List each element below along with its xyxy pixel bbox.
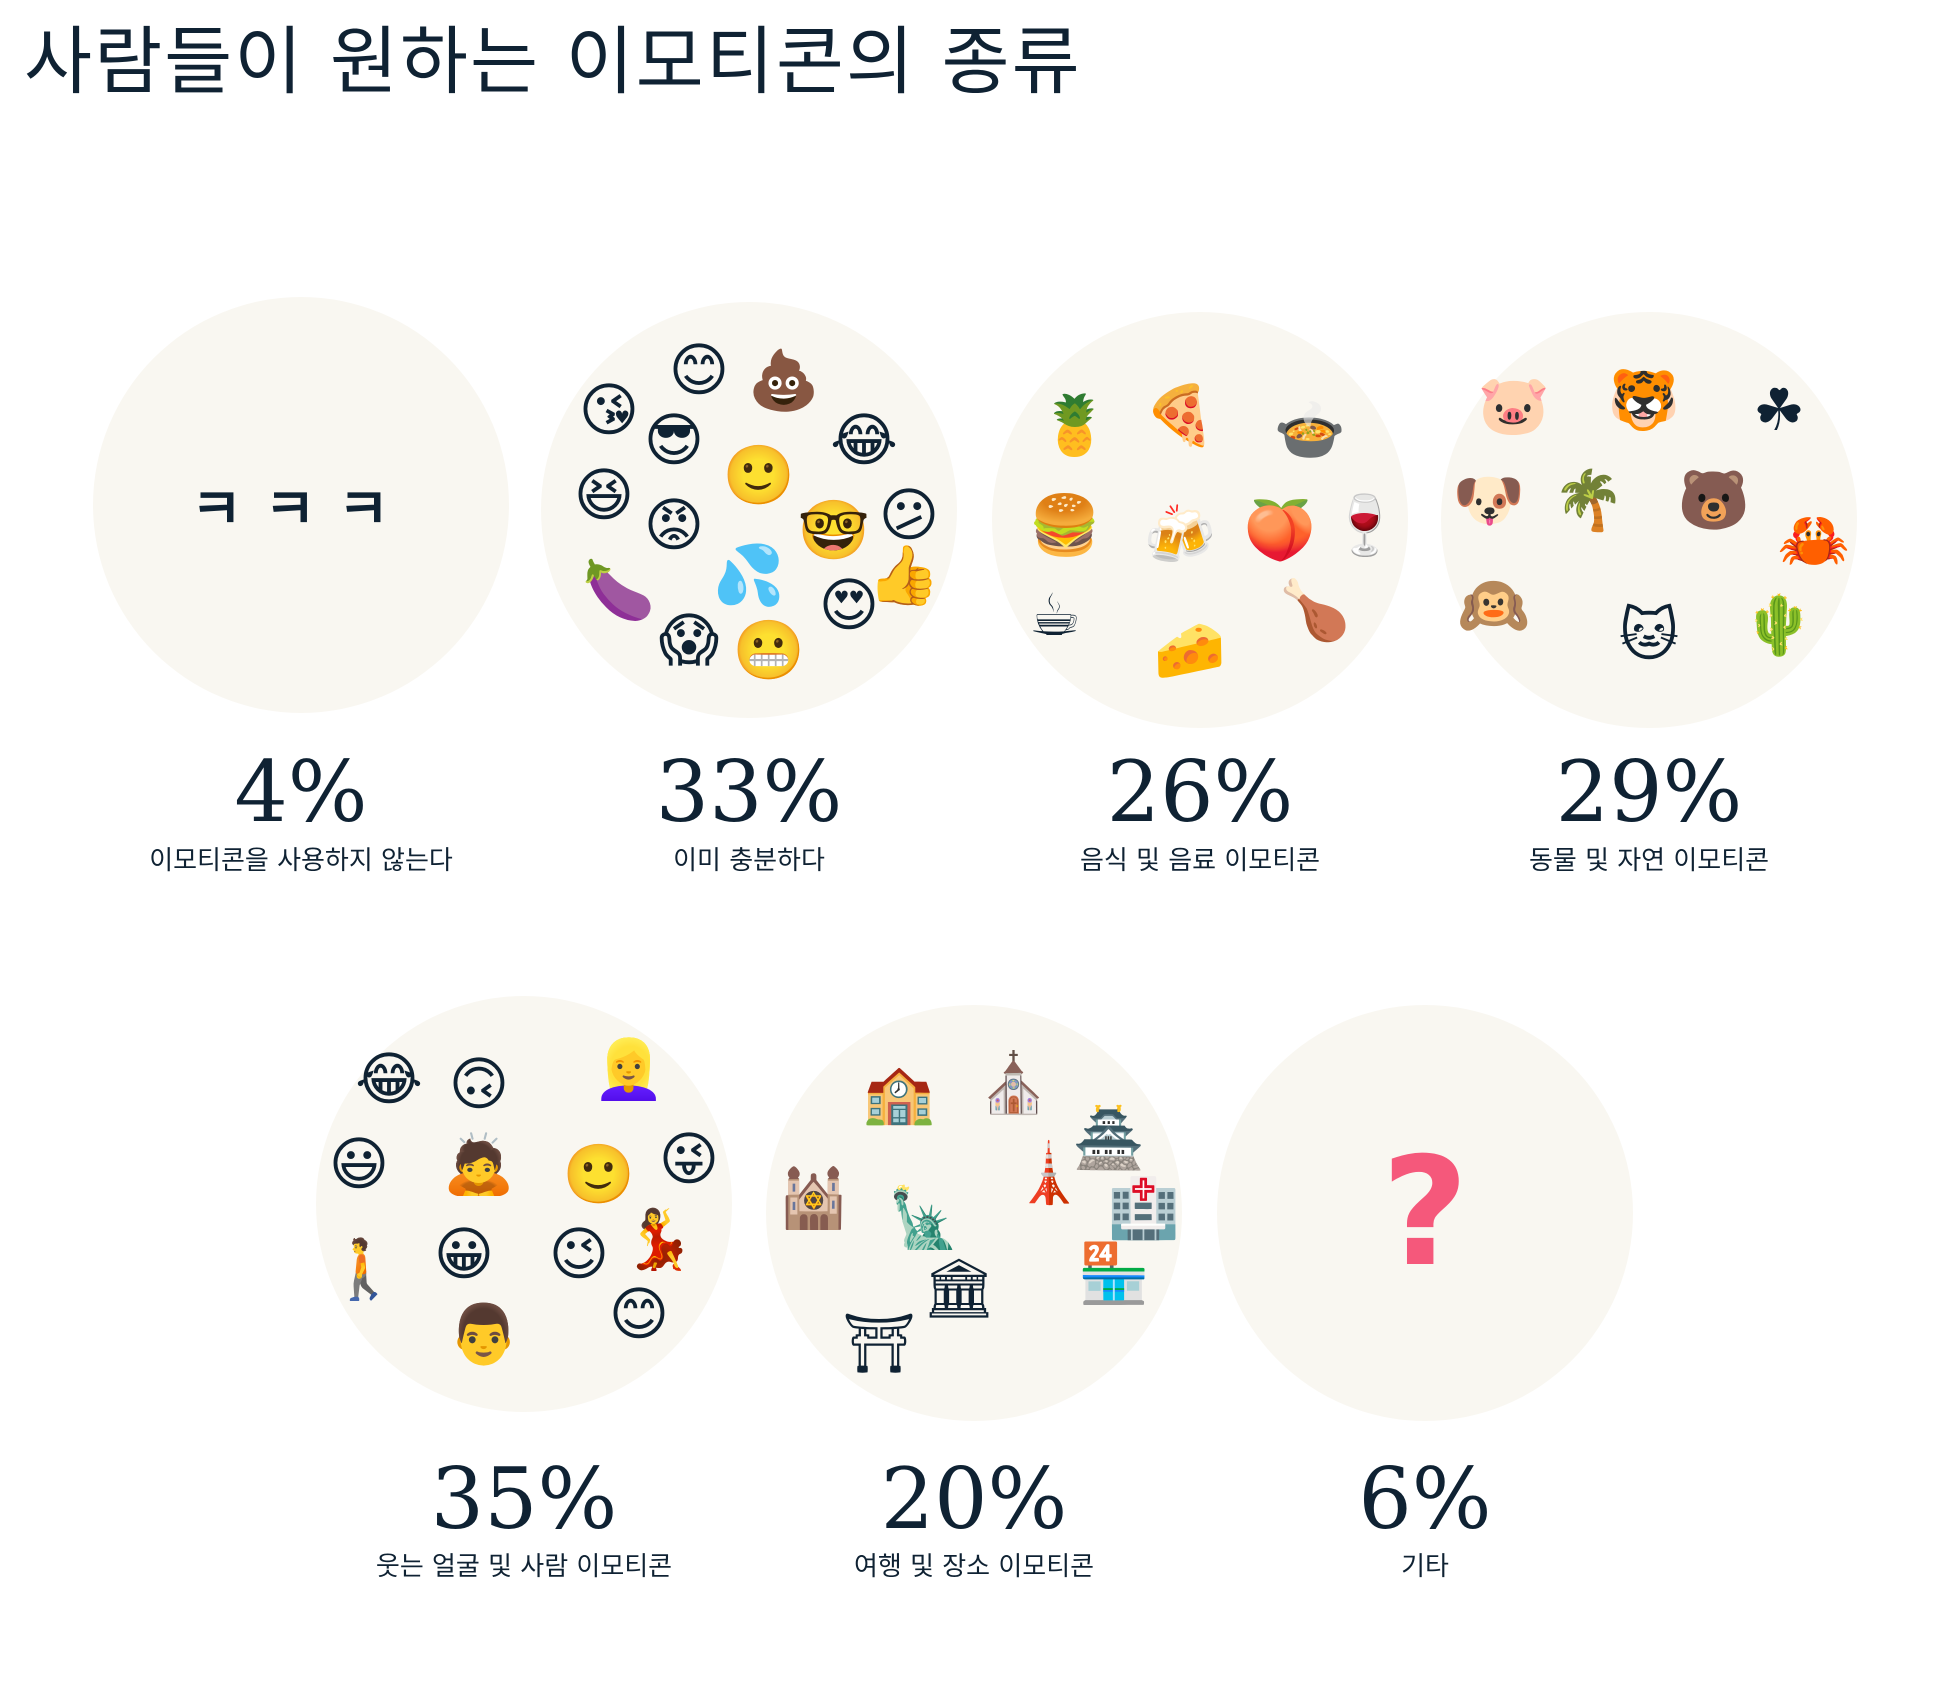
emoji-icon: 🙂 [722, 441, 796, 509]
percent-value: 35% [430, 1450, 618, 1548]
emoji-icon: 🏪 [1077, 1239, 1151, 1307]
emoji-icon: 🍷 [1328, 491, 1402, 559]
category-label: 동물 및 자연 이모티콘 [1528, 846, 1770, 876]
category-circle: 🐷 🐯 ☘ 🐶 🌴 🐻 🦀 🙉 🐱 🌵 [1441, 312, 1857, 728]
emoji-icon: 😕 [878, 481, 940, 549]
emoji-icon: 🏥 [1107, 1174, 1181, 1242]
category-label: 이모티콘을 사용하지 않는다 [149, 846, 453, 876]
emoji-icon: 💦 [712, 541, 786, 609]
emoji-icon: 😱 [658, 606, 720, 674]
category-circle: 😂 🙃 👱‍♀️ 😃 🙇 🙂 😜 🚶 😀 😉 💃 👨 😊 [316, 996, 732, 1412]
emoji-icon: 🌵 [1742, 591, 1816, 659]
emoji-icon: 🚶 [327, 1235, 401, 1303]
percent-value: 20% [880, 1450, 1068, 1548]
percent-value: 29% [1555, 743, 1743, 841]
emoji-icon: 🙇 [442, 1130, 516, 1198]
emoji-icon: 🕍 [777, 1164, 851, 1232]
emoji-icon: 🗽 [887, 1184, 961, 1252]
emoji-icon: 🏛 [922, 1254, 996, 1322]
emoji-icon: 🏫 [862, 1059, 936, 1127]
emoji-icon: 😀 [433, 1220, 495, 1288]
emoji-icon: 🙉 [1457, 571, 1531, 639]
category-label: 기타 [1401, 1552, 1449, 1582]
emoji-icon: 😆 [573, 461, 635, 529]
emoji-icon: 🙂 [562, 1140, 636, 1208]
emoji-icon: 👍 [867, 541, 941, 609]
emoji-icon: 🦀 [1777, 506, 1851, 574]
emoji-icon: 😊 [668, 336, 730, 404]
emoji-icon: 😊 [608, 1280, 670, 1348]
emoji-icon: 🐯 [1607, 366, 1681, 434]
percent-value: 26% [1106, 743, 1294, 841]
kkk-text: ㅋㅋㅋ [190, 477, 412, 543]
emoji-icon: 🍲 [1273, 396, 1347, 464]
emoji-icon: 💃 [622, 1205, 696, 1273]
emoji-icon: 🗼 [1012, 1139, 1086, 1207]
emoji-icon: 🍆 [582, 556, 656, 624]
emoji-icon: 🍍 [1038, 391, 1112, 459]
emoji-icon: 😬 [732, 616, 806, 684]
question-mark-icon: ? [1381, 1126, 1469, 1300]
emoji-icon: 😘 [578, 376, 640, 444]
emoji-icon: 🐻 [1677, 466, 1751, 534]
category-circle: 🍍 🍕 🍲 🍔 🍻 🍑 🍷 ☕ 🧀 🍗 [992, 312, 1408, 728]
emoji-icon: 😃 [328, 1130, 390, 1198]
emoji-icon: 🍔 [1028, 491, 1102, 559]
emoji-icon: 🐶 [1452, 466, 1526, 534]
emoji-icon: 💩 [747, 346, 821, 414]
percent-value: 33% [655, 743, 843, 841]
emoji-icon: 🍕 [1143, 381, 1217, 449]
emoji-icon: ☘ [1753, 376, 1805, 444]
emoji-icon: 🏯 [1072, 1104, 1146, 1172]
emoji-icon: 😡 [643, 491, 705, 559]
percent-value: 4% [234, 743, 368, 841]
emoji-icon: 😂 [355, 1045, 423, 1113]
emoji-icon: ☕ [1029, 581, 1081, 649]
emoji-icon: 😉 [548, 1220, 610, 1288]
emoji-icon: 🙃 [448, 1050, 510, 1118]
emoji-icon: 😜 [658, 1125, 720, 1193]
emoji-icon: 😎 [643, 406, 705, 474]
emoji-icon: 🤓 [797, 496, 871, 564]
category-circle: ㅋㅋㅋ [93, 297, 509, 713]
category-label: 이미 충분하다 [673, 846, 825, 876]
percent-value: 6% [1358, 1450, 1492, 1548]
category-label: 웃는 얼굴 및 사람 이모티콘 [375, 1552, 673, 1582]
emoji-icon: 😂 [830, 406, 898, 474]
emoji-icon: 🌴 [1552, 466, 1626, 534]
emoji-icon: 👨 [447, 1300, 521, 1368]
emoji-icon: 👱‍♀️ [592, 1035, 666, 1103]
page-title: 사람들이 원하는 이모티콘의 종류 [24, 19, 1082, 105]
category-circle: 🏫 ⛪ 🏯 🕍 🗽 🗼 🏪 🏛 🏥 ⛩ [766, 1005, 1182, 1421]
category-circle: ? [1217, 1005, 1633, 1421]
category-label: 여행 및 장소 이모티콘 [853, 1552, 1095, 1582]
emoji-icon: 🧀 [1153, 616, 1227, 684]
emoji-icon: 🍑 [1243, 496, 1317, 564]
emoji-icon: 🍗 [1278, 576, 1352, 644]
emoji-icon: 🐱 [1618, 601, 1680, 669]
emoji-icon: ⛪ [977, 1049, 1051, 1117]
emoji-icon: 🐷 [1477, 371, 1551, 439]
category-circle: 😊 💩 😘 😎 😂 🙂 😆 😡 🤓 😕 🍆 💦 👍 😱 😬 😍 [541, 302, 957, 718]
emoji-icon: 😍 [818, 571, 880, 639]
emoji-icon: ⛩ [842, 1309, 916, 1377]
emoji-icon: 🍻 [1143, 501, 1217, 569]
category-label: 음식 및 음료 이모티콘 [1079, 846, 1321, 876]
